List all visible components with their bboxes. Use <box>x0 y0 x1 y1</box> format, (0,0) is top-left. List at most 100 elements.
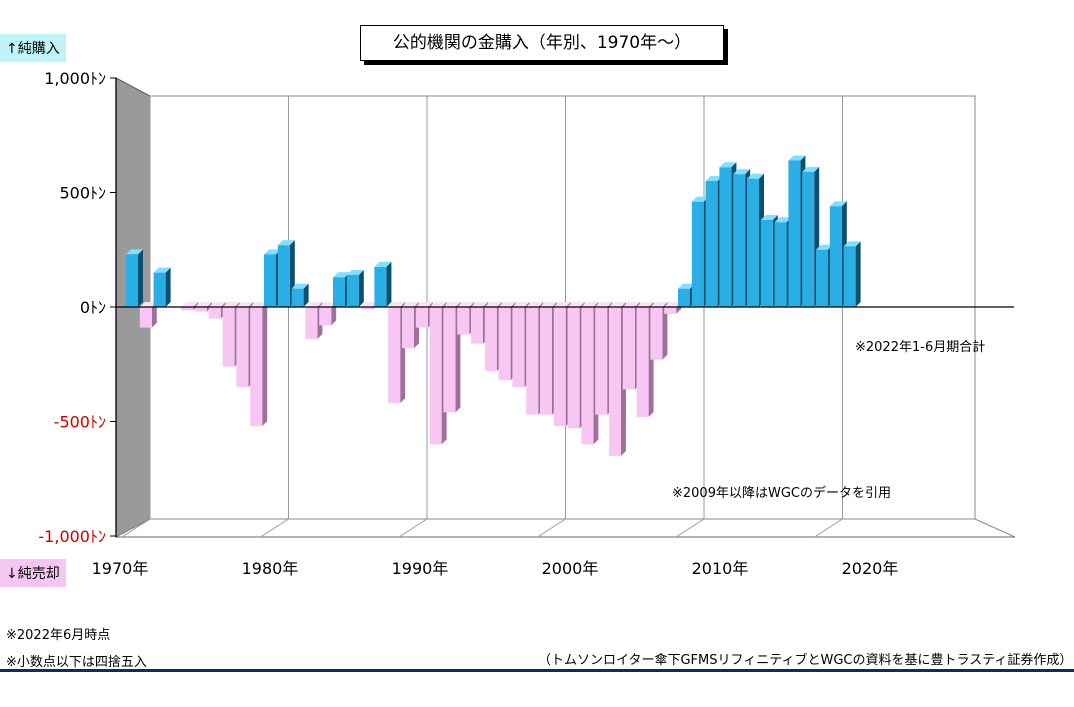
bar <box>802 171 815 307</box>
bar-top <box>636 302 654 307</box>
bar-top <box>788 155 806 161</box>
bar-top <box>360 302 378 307</box>
bar-top <box>719 162 737 168</box>
bar <box>788 160 801 307</box>
bar-top <box>512 302 530 307</box>
bar-top <box>236 302 254 307</box>
bar <box>678 288 690 307</box>
bar-top <box>471 302 488 307</box>
bar-side <box>303 283 309 307</box>
bar <box>760 219 773 307</box>
bar-side <box>151 302 157 328</box>
bar <box>774 222 787 307</box>
bar-top <box>484 302 502 307</box>
rounding-note: ※小数点以下は四捨五入 <box>6 655 147 670</box>
bar-top <box>498 302 516 307</box>
bar <box>636 307 649 417</box>
bar <box>415 307 428 328</box>
bar <box>305 307 318 340</box>
bar-top <box>691 196 709 202</box>
bar <box>733 174 746 307</box>
bar <box>650 307 663 360</box>
bar-top <box>264 249 281 255</box>
bar-side <box>331 302 337 326</box>
bar <box>264 254 276 307</box>
bar-side <box>262 302 268 427</box>
bar-top <box>816 244 833 250</box>
bar-top <box>843 241 861 247</box>
bar-top <box>388 302 406 307</box>
bar-top <box>622 302 640 307</box>
bar-top <box>540 302 557 307</box>
bar <box>484 307 497 372</box>
bar-top <box>760 214 778 220</box>
bar-side <box>855 241 861 307</box>
bar-top <box>195 302 212 307</box>
y-tick-label: 1,000ﾄﾝ <box>44 69 106 88</box>
grid-line-floor <box>260 518 289 538</box>
bar-top <box>526 302 544 307</box>
y-down-label: ↓純売却 <box>0 559 66 587</box>
bar-top <box>567 302 585 307</box>
bar <box>471 307 483 344</box>
period-note: ※2022年1-6月期合計 <box>855 340 986 355</box>
bar-top <box>595 302 613 307</box>
grid-line-floor <box>675 518 705 538</box>
bar-top <box>774 217 792 223</box>
bar-top <box>333 272 350 278</box>
bar <box>402 307 414 349</box>
bar <box>208 307 221 319</box>
bar <box>457 307 470 335</box>
bar-top <box>429 302 447 307</box>
bar-top <box>609 302 626 307</box>
bar-top <box>181 302 199 307</box>
bar-top <box>747 173 764 179</box>
bar <box>581 307 594 445</box>
bar-top <box>126 249 143 255</box>
bar <box>540 307 552 415</box>
bar-top <box>402 302 419 307</box>
bar-top <box>443 302 461 307</box>
bar <box>346 274 359 307</box>
bar <box>429 307 442 445</box>
bar <box>126 254 138 307</box>
bar <box>747 178 759 307</box>
x-tick-label: 1970年 <box>92 559 149 578</box>
y-tick-label: 500ﾄﾝ <box>59 184 106 203</box>
bar <box>250 307 263 427</box>
bar <box>360 307 373 310</box>
bar <box>512 307 525 388</box>
bar-top <box>250 302 268 307</box>
bar-top <box>346 269 364 275</box>
y-tick-label: -1,000ﾄﾝ <box>38 527 106 546</box>
bar-top <box>291 283 309 289</box>
bar <box>567 307 580 429</box>
bar <box>553 307 566 427</box>
bar-top <box>457 302 475 307</box>
bar <box>195 307 207 312</box>
floor <box>115 518 1016 538</box>
chart-bars <box>126 155 861 456</box>
bar-top <box>319 302 337 307</box>
bar-side <box>662 302 668 360</box>
bar-top <box>705 176 723 182</box>
bar <box>222 307 235 367</box>
chart-tick-labels: 1,000ﾄﾝ 500ﾄﾝ 0ﾄﾝ -500ﾄﾝ -1,000ﾄﾝ 1970年 1980年 1… <box>38 69 898 578</box>
bar-side <box>193 302 199 311</box>
bar-top <box>553 302 571 307</box>
bar <box>153 272 166 307</box>
grid-line-floor <box>814 518 843 538</box>
bar-side <box>138 249 143 307</box>
grid-line-floor <box>398 518 428 538</box>
x-tick-label: 2000年 <box>542 559 599 578</box>
bar <box>664 307 677 314</box>
bar-top <box>305 302 323 307</box>
bar-top <box>277 240 295 246</box>
source-note: （トムソンロイター傘下GFMSリフィニティブとWGCの資料を基に豊トラスティ証券… <box>538 653 1073 668</box>
bar-top <box>678 283 695 289</box>
bar-top <box>222 302 240 307</box>
grid-line-floor <box>121 518 151 538</box>
bar <box>498 307 511 381</box>
bar-top <box>733 169 751 175</box>
x-tick-label: 2010年 <box>692 559 749 578</box>
